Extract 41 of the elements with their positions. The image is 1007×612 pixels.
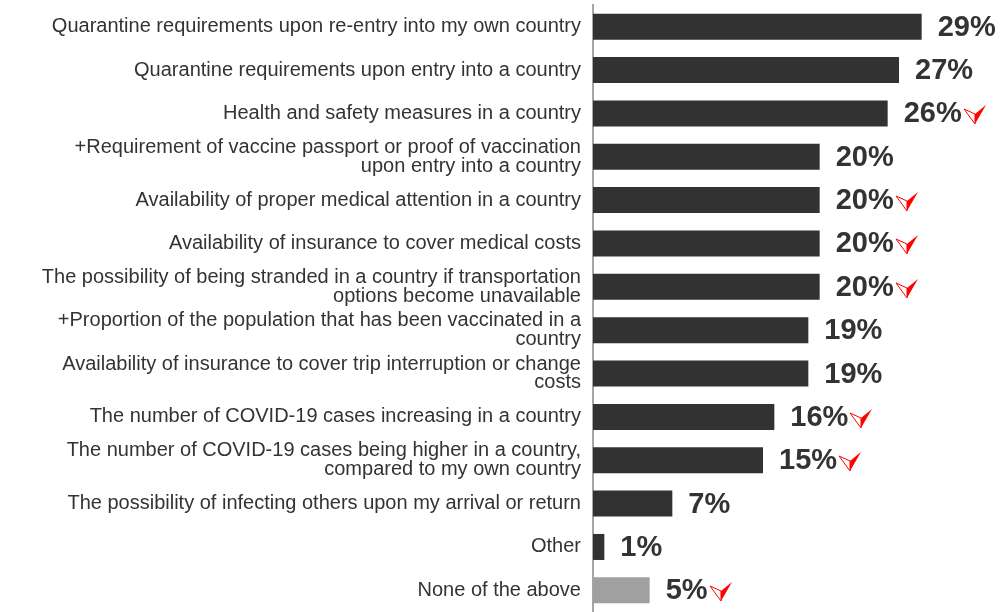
data-label: 1%: [620, 529, 663, 562]
y-tick-label: Quarantine requirements upon entry into a country: [134, 57, 581, 80]
y-tick-label: Health and safety measures in a country: [223, 100, 581, 123]
y-tick-label: Availability of insurance to cover medical costs: [168, 230, 581, 253]
y-tick-label: None of the above: [417, 577, 581, 600]
bar: [593, 490, 673, 517]
y-tick-label: Quarantine requirements upon re-entry into my own country: [51, 14, 581, 37]
data-label: 16%: [790, 399, 849, 432]
data-label: 7%: [688, 486, 731, 519]
data-label: 19%: [824, 356, 883, 389]
data-label: 19%: [824, 313, 883, 346]
bar: [593, 13, 922, 40]
data-label: 20%: [835, 183, 894, 216]
bar: [593, 273, 820, 300]
data-label: 20%: [835, 269, 894, 302]
y-tick-label: Other: [530, 534, 582, 557]
bar: [593, 187, 820, 214]
bar: [593, 403, 775, 430]
y-tick-label: The number of COVID-19 cases increasing in a country: [89, 404, 581, 427]
data-label: 20%: [835, 139, 894, 172]
bar: [593, 533, 605, 560]
bar: [593, 360, 809, 387]
bar: [593, 100, 888, 127]
bar: [593, 230, 820, 257]
y-tick-label: +Requirement of vaccine passport or proof of vaccination upon entry into a country: [74, 134, 581, 176]
data-label: 29%: [937, 9, 996, 42]
data-label: 5%: [665, 573, 708, 606]
bar: [593, 57, 899, 84]
data-label: 27%: [915, 53, 974, 86]
bar: [593, 447, 763, 474]
data-label: 20%: [835, 226, 894, 259]
y-tick-label: The possibility of infecting others upon my arrival or return: [67, 491, 581, 514]
y-tick-label: Availability of insurance to cover trip interruption or change costs: [62, 351, 581, 393]
bar: [593, 317, 809, 344]
y-tick-label: Availability of proper medical attention in a country: [135, 187, 581, 210]
y-tick-label: The number of COVID-19 cases being higher in a country, compared to my own country: [66, 438, 581, 480]
data-label: 15%: [779, 443, 838, 476]
y-tick-label: +Proportion of the population that has been vaccinated in a country: [57, 308, 582, 349]
bar: [593, 143, 820, 170]
data-label: 26%: [903, 96, 962, 129]
y-tick-label: The possibility of being stranded in a country if transportation options become unavailable: [41, 265, 581, 306]
